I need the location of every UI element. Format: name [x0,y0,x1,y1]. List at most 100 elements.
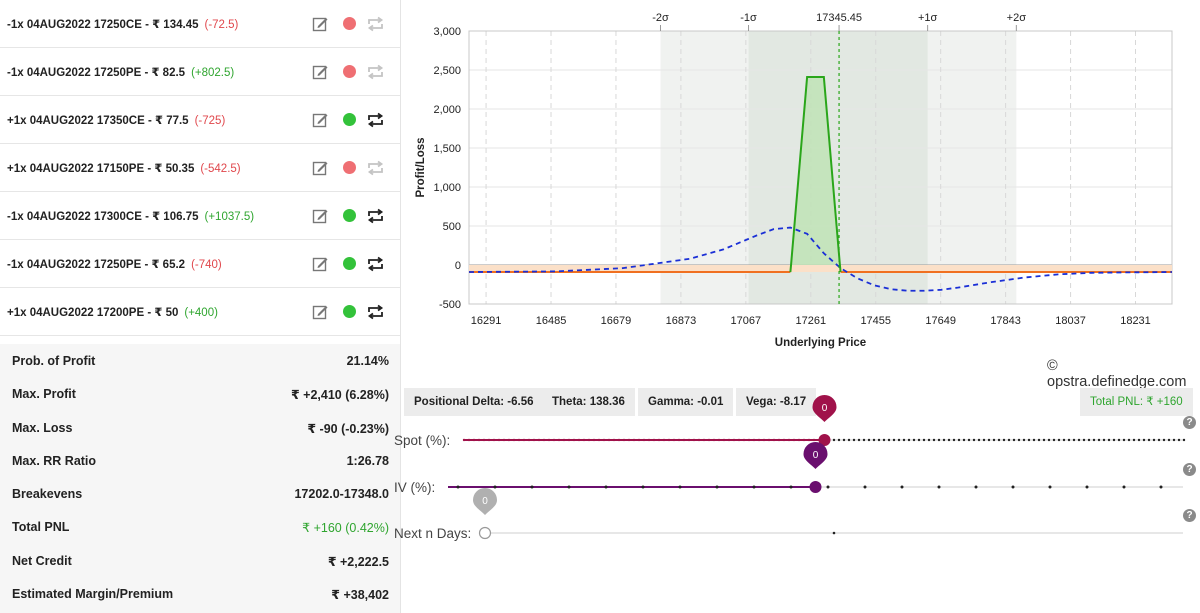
edit-icon[interactable] [312,64,328,80]
slider-tick [527,438,531,442]
slider-tick [772,438,776,442]
edit-icon[interactable] [312,208,328,224]
slider-tick [832,438,836,442]
stat-row: Estimated Margin/Premium ₹ +38,402 [0,577,400,610]
slider-tick [1152,438,1156,442]
repeat-icon[interactable] [366,255,385,273]
y-tick-label: 3,000 [433,26,461,38]
slider-tick [682,438,686,442]
slider-tick [667,438,671,442]
status-dot[interactable] [343,65,356,78]
x-tick-label: 18231 [1120,315,1151,327]
plot-border [468,30,1173,305]
slider-tick [957,438,961,442]
stat-label: Breakevens [12,487,83,501]
slider-tick [482,438,486,442]
slider-knob[interactable] [818,434,831,446]
days-help-icon[interactable]: ? [1183,509,1196,522]
slider-tick [472,438,476,442]
x-tick-label: 17067 [731,315,762,327]
slider-knob[interactable] [809,481,822,493]
status-dot[interactable] [343,257,356,270]
slider-tick [1137,438,1141,442]
spot-slider[interactable]: 0 [462,395,1186,446]
slider-tick [692,438,696,442]
slider-tick [742,438,746,442]
repeat-icon[interactable] [366,111,385,129]
slider-tick [897,438,901,442]
edit-icon[interactable] [312,112,328,128]
stat-row: Total PNL ₹ +160 (0.42%) [0,510,400,543]
slider-tick [887,438,891,442]
slider-tick [789,485,793,489]
total-pnl-badge: Total PNL: ₹ +160 [1080,388,1193,416]
repeat-icon[interactable] [366,15,385,33]
slider-tick [627,438,631,442]
x-tick-label: 18037 [1055,315,1086,327]
slider-tick [1177,438,1181,442]
stat-label: Net Credit [12,553,72,568]
status-dot[interactable] [343,17,356,30]
slider-tick [1047,438,1051,442]
slider-tick [557,438,561,442]
repeat-icon[interactable] [366,303,385,321]
slider-tick [522,438,526,442]
y-tick-label: 1,000 [433,182,461,194]
watermark: © opstra.definedge.com [1047,358,1187,390]
repeat-icon[interactable] [366,159,385,177]
strategy-stats: Prob. of Profit 21.14% Max. Profit ₹ +2,410… [0,344,401,613]
slider-tick [807,438,811,442]
slider-value: 0 [482,496,488,507]
slider-tick [752,485,756,489]
repeat-icon[interactable] [366,207,385,225]
slider-tick [847,438,851,442]
x-tick-label: 16485 [536,315,567,327]
slider-tick [1127,438,1131,442]
stat-value: ₹ +2,410 (6.28%) [291,388,389,403]
slider-tick [797,438,801,442]
loss-area [469,265,1172,273]
slider-tick [647,438,651,442]
slider-tick [947,438,951,442]
positions-list: -1x 04AUG2022 17250CE - ₹ 134.45 (-72.5) -… [0,0,401,344]
days-slider[interactable]: 0 [473,488,1183,540]
slider-tick [687,438,691,442]
status-dot[interactable] [343,305,356,318]
position-change: (-740) [191,258,222,271]
top-marker-label: -1σ [740,12,757,24]
y-tick-label: 0 [455,260,461,272]
slider-value: 0 [822,403,828,414]
status-dot[interactable] [343,113,356,126]
iv-slider[interactable]: 0 [448,442,1183,493]
slider-tick [777,438,781,442]
iv-help-icon[interactable]: ? [1183,463,1196,476]
slider-tick [462,438,466,442]
slider-tick [707,438,711,442]
slider-tick [517,438,521,442]
status-dot[interactable] [343,161,356,174]
position-label: +1x 04AUG2022 17350CE - ₹ 77.5 (-725) [7,114,226,127]
repeat-icon[interactable] [366,63,385,81]
edit-icon[interactable] [312,256,328,272]
slider-tick [922,438,926,442]
payoff-chart: -2σ -1σ 17345.45 +1σ +2σ -500 0 500 1,000 1,500 2,… [415,12,1173,349]
slider-tick [1117,438,1121,442]
slider-tick [722,438,726,442]
position-change: (-72.5) [204,18,239,31]
edit-icon[interactable] [312,160,328,176]
slider-tick [937,485,941,489]
spot-help-icon[interactable]: ? [1183,416,1196,429]
y-axis-title: Profit/Loss [415,137,427,197]
edit-icon[interactable] [312,16,328,32]
y-tick-label: 500 [443,221,461,233]
x-tick-label: 16291 [471,315,502,327]
slider-tick [1002,438,1006,442]
edit-icon[interactable] [312,304,328,320]
slider-tick [1092,438,1096,442]
slider-tick [1147,438,1151,442]
slider-tick [562,438,566,442]
status-dot[interactable] [343,209,356,222]
stat-label: Prob. of Profit [12,354,96,368]
slider-tick [932,438,936,442]
slider-knob[interactable] [478,526,492,540]
